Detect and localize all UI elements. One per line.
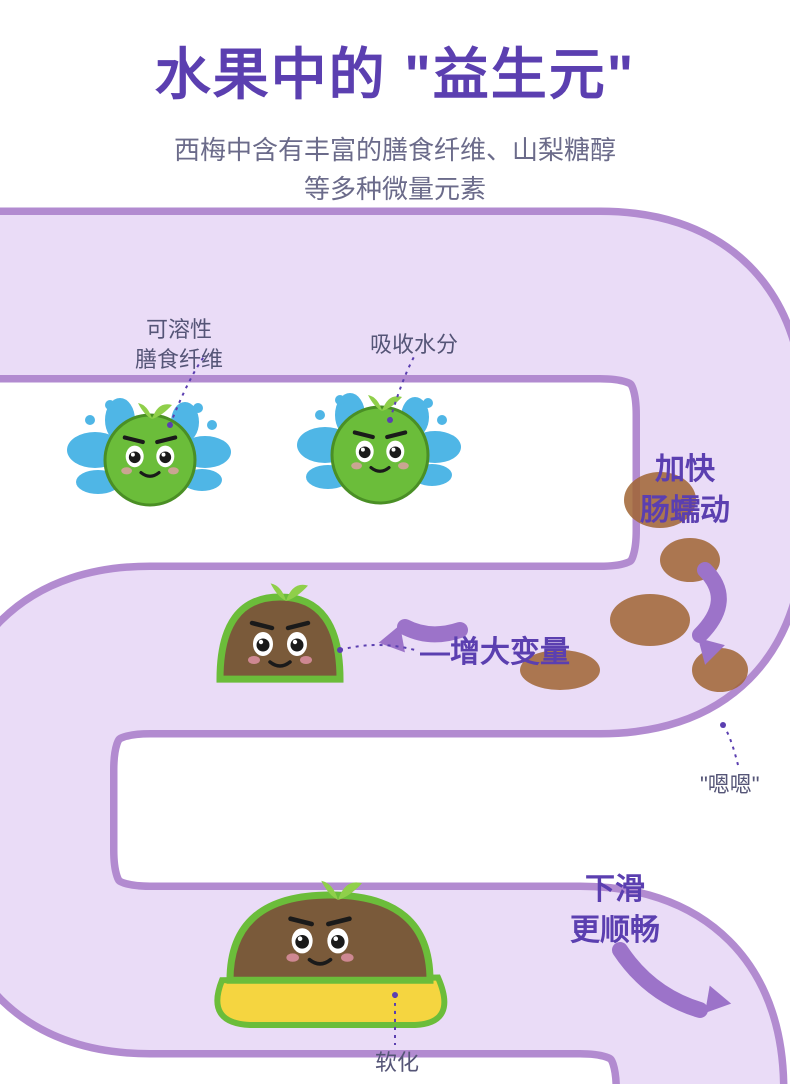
label-peristalsis: 加快肠蠕动 bbox=[640, 450, 730, 531]
label-smooth: 下滑更顺畅 bbox=[570, 870, 660, 951]
label-enen: "嗯嗯" bbox=[700, 770, 760, 800]
label-fiber: 可溶性膳食纤维 bbox=[135, 315, 223, 374]
label-absorb: 吸收水分 bbox=[370, 330, 458, 360]
label-enlarge: —增大变量 bbox=[420, 633, 570, 674]
diagram-stage bbox=[0, 30, 790, 1084]
label-soften: 软化 bbox=[375, 1048, 419, 1078]
